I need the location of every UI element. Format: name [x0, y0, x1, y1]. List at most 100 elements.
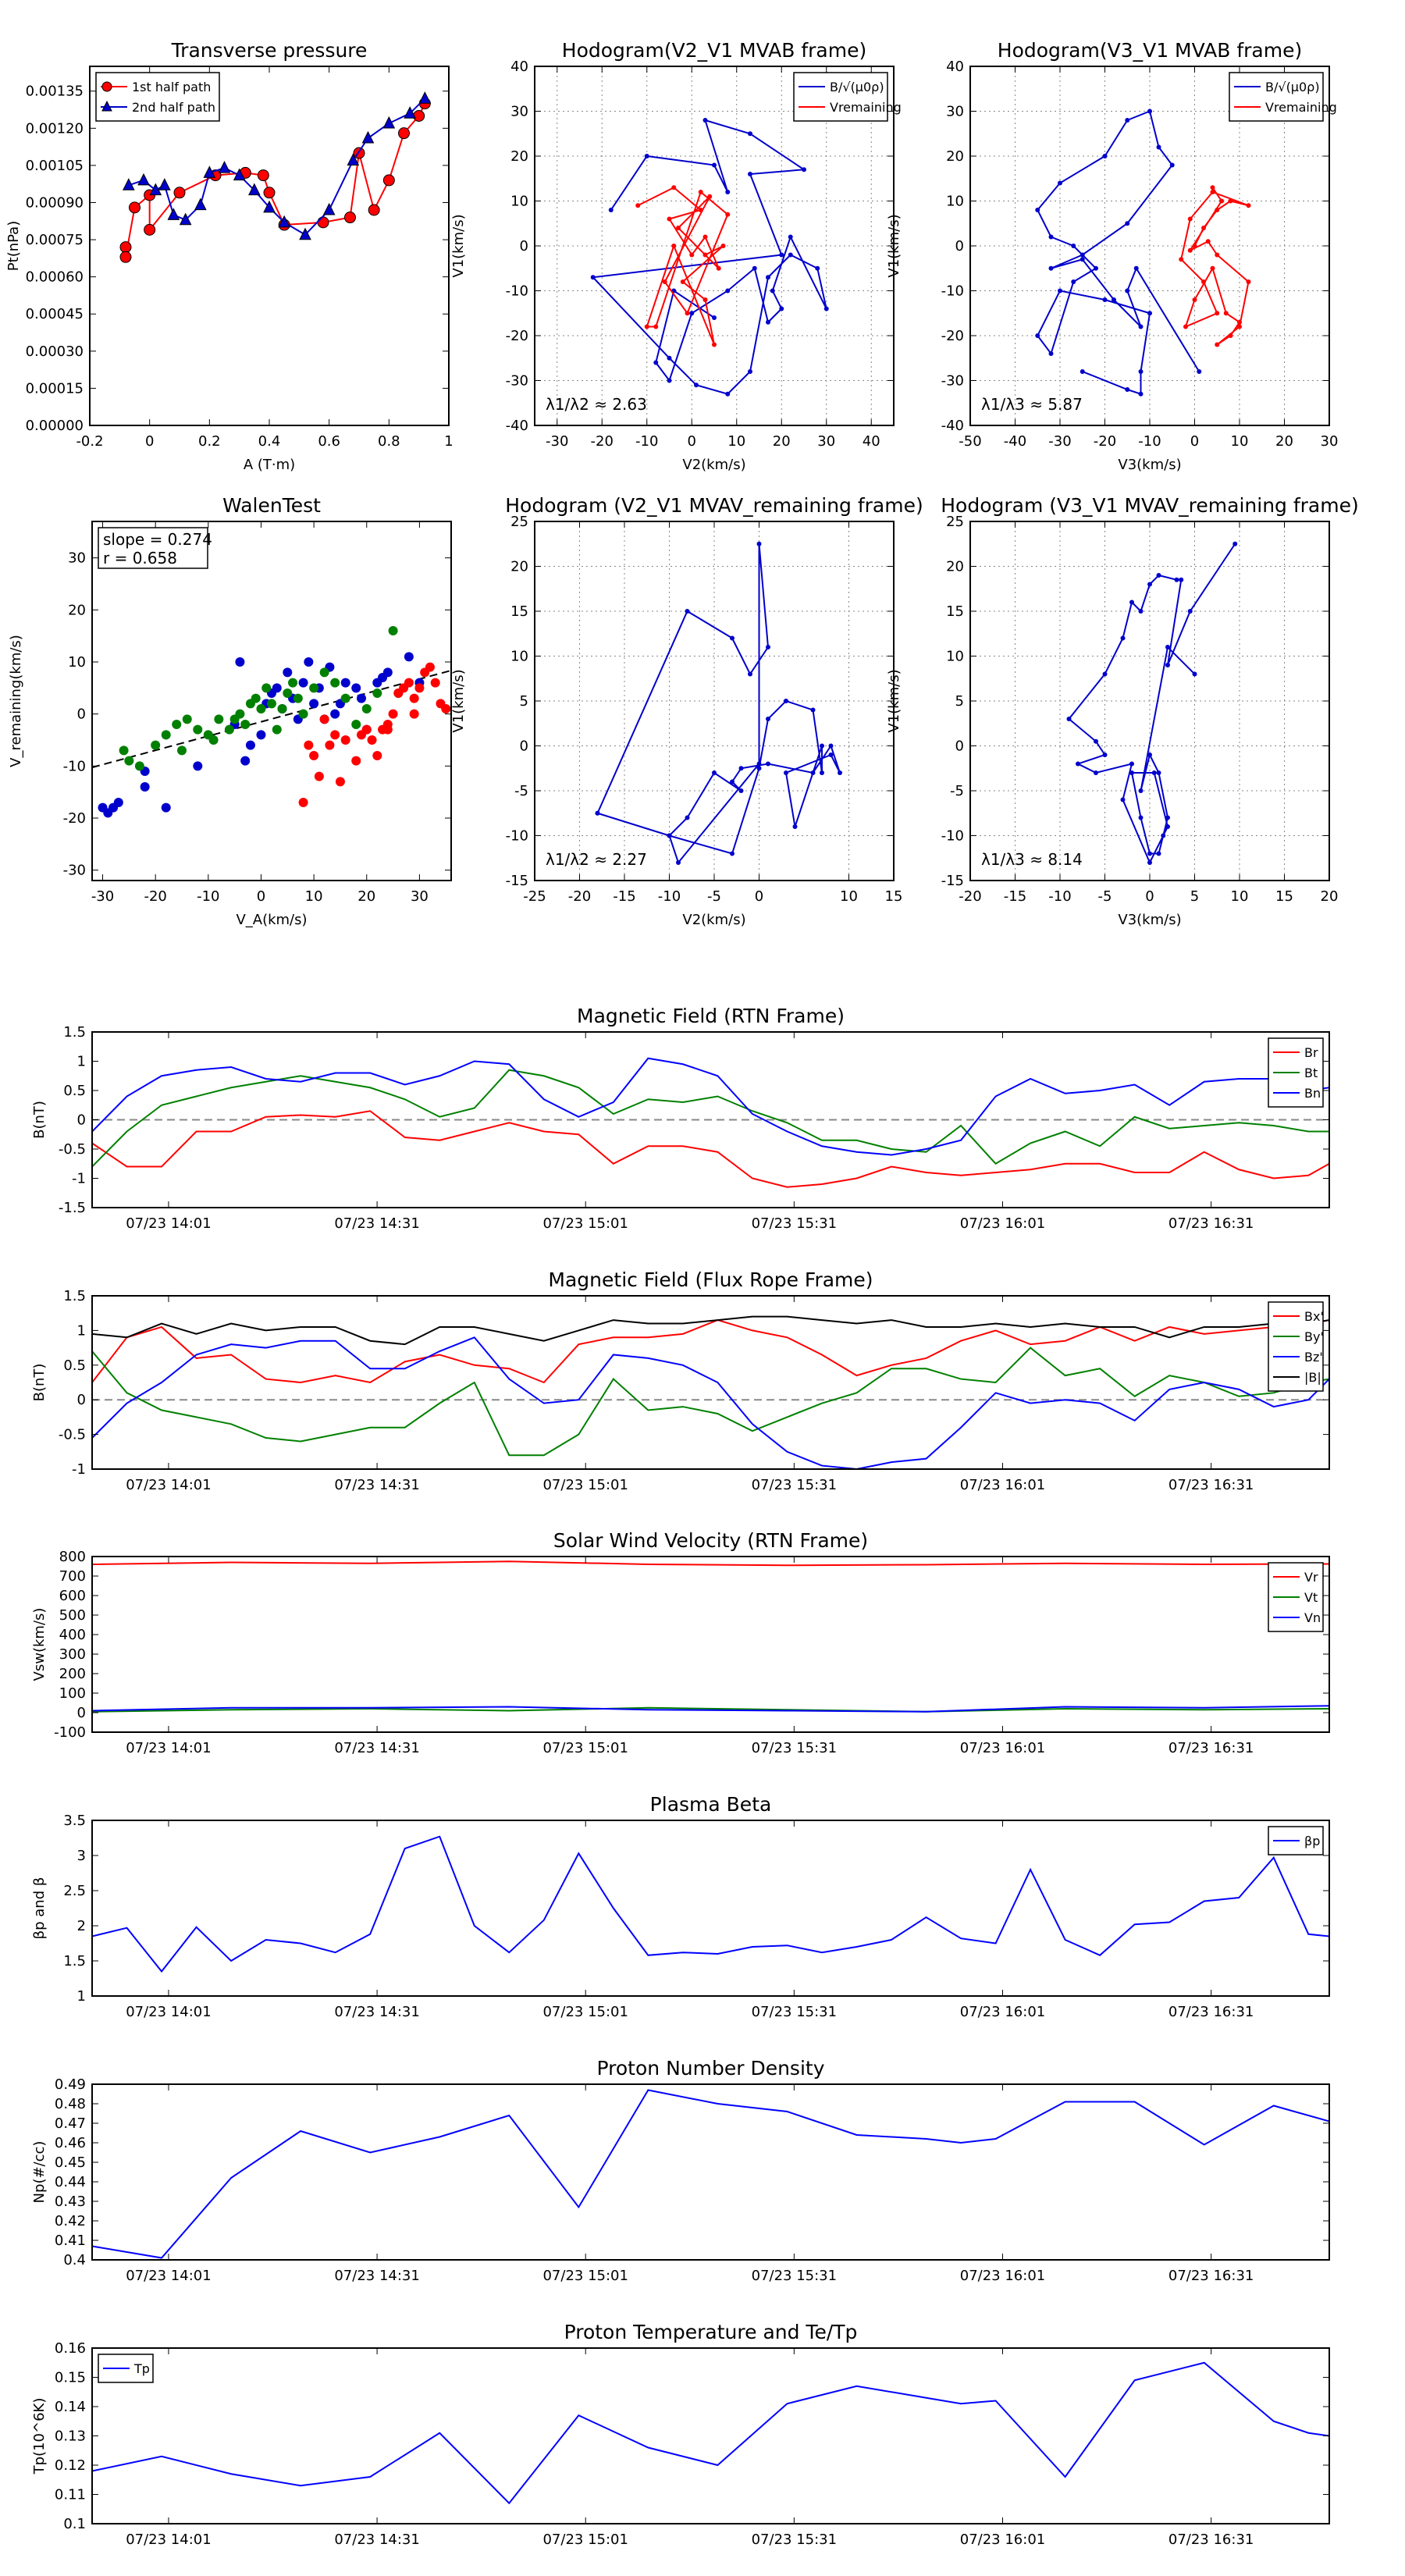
data-point	[644, 324, 649, 329]
y-tick-label: 30	[510, 104, 528, 120]
x-tick-label: 07/23 15:01	[542, 2268, 628, 2284]
x-tick-label: 07/23 16:31	[1168, 2004, 1254, 2020]
data-point	[1156, 770, 1161, 775]
x-tick-label: 07/23 15:31	[752, 1215, 837, 1232]
y-tick-label: 3.5	[63, 1813, 86, 1829]
data-point	[788, 252, 793, 258]
x-tick-label: 1	[444, 433, 453, 450]
series-line	[92, 1315, 1329, 1346]
series-line	[92, 1705, 1329, 1713]
data-point	[1035, 208, 1040, 212]
data-point	[738, 766, 744, 771]
y-axis-label: V1(km/s)	[450, 214, 467, 277]
x-tick-label: -30	[546, 433, 568, 450]
x-tick-label: 07/23 15:01	[542, 2532, 628, 2548]
x-tick-label: 07/23 14:01	[126, 2532, 211, 2548]
y-axis-label: Np(#/cc)	[31, 2141, 48, 2204]
x-tick-label: 07/23 15:01	[542, 1215, 628, 1232]
y-tick-label: 0	[77, 1392, 86, 1408]
x-tick-label: 07/23 15:01	[542, 1477, 628, 1493]
data-point	[766, 761, 770, 767]
y-tick-label: -20	[63, 810, 86, 827]
data-point	[766, 645, 770, 649]
data-point	[263, 200, 276, 213]
x-axis-label: V_A(km/s)	[236, 912, 307, 928]
y-tick-label: -100	[54, 1724, 86, 1741]
x-tick-label: 0	[1190, 433, 1199, 450]
series--p	[92, 1835, 1329, 1973]
data-point	[344, 212, 356, 224]
y-tick-label: 0.16	[55, 2340, 86, 2357]
data-point	[256, 730, 266, 740]
y-tick-label: -10	[506, 828, 528, 845]
data-point	[752, 265, 757, 271]
y-tick-label: 0	[955, 238, 964, 254]
data-point	[667, 833, 672, 838]
y-tick-label: 800	[59, 1549, 86, 1565]
x-axis-label: V2(km/s)	[682, 912, 745, 928]
y-tick-label: -10	[63, 758, 86, 774]
y-tick-label: 0.47	[55, 2115, 86, 2132]
data-point	[1125, 118, 1130, 123]
y-tick-label: 400	[59, 1627, 86, 1643]
data-point	[119, 251, 132, 263]
data-point	[676, 860, 681, 865]
x-tick-label: -20	[959, 888, 981, 905]
data-point	[756, 761, 762, 767]
data-point	[161, 802, 171, 813]
data-point	[1120, 635, 1126, 641]
x-tick-label: 07/23 15:31	[752, 2532, 837, 2548]
data-point	[218, 160, 231, 173]
legend-box	[1229, 72, 1324, 122]
data-point	[784, 699, 788, 703]
x-tick-label: 07/23 16:31	[1168, 1215, 1254, 1232]
data-point	[335, 777, 345, 787]
data-point	[193, 761, 203, 771]
data-point	[257, 169, 269, 182]
series-vt	[92, 1706, 1329, 1713]
data-point	[1156, 573, 1161, 578]
data-point	[322, 202, 336, 215]
x-tick-label: 0	[688, 433, 696, 450]
x-tick-label: 07/23 16:01	[960, 2268, 1045, 2284]
data-point	[113, 798, 123, 807]
data-point	[1066, 717, 1072, 721]
data-point	[288, 678, 298, 688]
y-tick-label: 0.12	[55, 2457, 86, 2474]
data-point	[1138, 391, 1144, 397]
x-tick-label: 07/23 16:01	[960, 2532, 1045, 2548]
y-tick-label: -15	[941, 873, 964, 889]
data-point	[425, 662, 435, 672]
data-point	[1138, 324, 1144, 329]
chart-title: WalenTest	[222, 494, 321, 517]
y-tick-label: 10	[946, 649, 964, 665]
data-point	[1048, 351, 1054, 356]
x-tick-label: 10	[1231, 888, 1249, 905]
series-line	[92, 1069, 1329, 1168]
y-tick-label: 20	[510, 559, 528, 575]
data-point	[208, 735, 219, 745]
chart-hodogram-v3v1-mvab: Hodogram(V3_V1 MVAB frame)-50 -40 -30 -20 -1…	[886, 39, 1338, 473]
series-line	[1037, 110, 1200, 396]
data-point	[1237, 324, 1242, 329]
series-vremaining	[635, 185, 731, 347]
legend-label: Bx'	[1304, 1309, 1324, 1324]
y-tick-label: 5	[520, 693, 528, 710]
data-point	[720, 244, 726, 248]
y-tick-label: 0.00000	[26, 418, 84, 434]
y-tick-label: 0.15	[55, 2370, 86, 2386]
y-tick-label: 0.46	[55, 2135, 86, 2151]
annotation-text: λ1/λ3 ≈ 5.87	[981, 395, 1083, 414]
y-tick-label: 10	[510, 649, 528, 665]
data-point	[330, 730, 340, 740]
y-tick-label: 0.00030	[26, 343, 84, 360]
data-point	[1210, 265, 1215, 271]
data-point	[161, 730, 171, 740]
data-point	[748, 172, 752, 176]
data-point	[283, 667, 293, 678]
data-point	[340, 678, 350, 688]
data-point	[372, 688, 382, 698]
data-point	[1147, 582, 1152, 587]
chart-hodogram-v2v1-mvav: Hodogram (V2_V1 MVAV_remaining frame) -25…	[450, 494, 923, 928]
